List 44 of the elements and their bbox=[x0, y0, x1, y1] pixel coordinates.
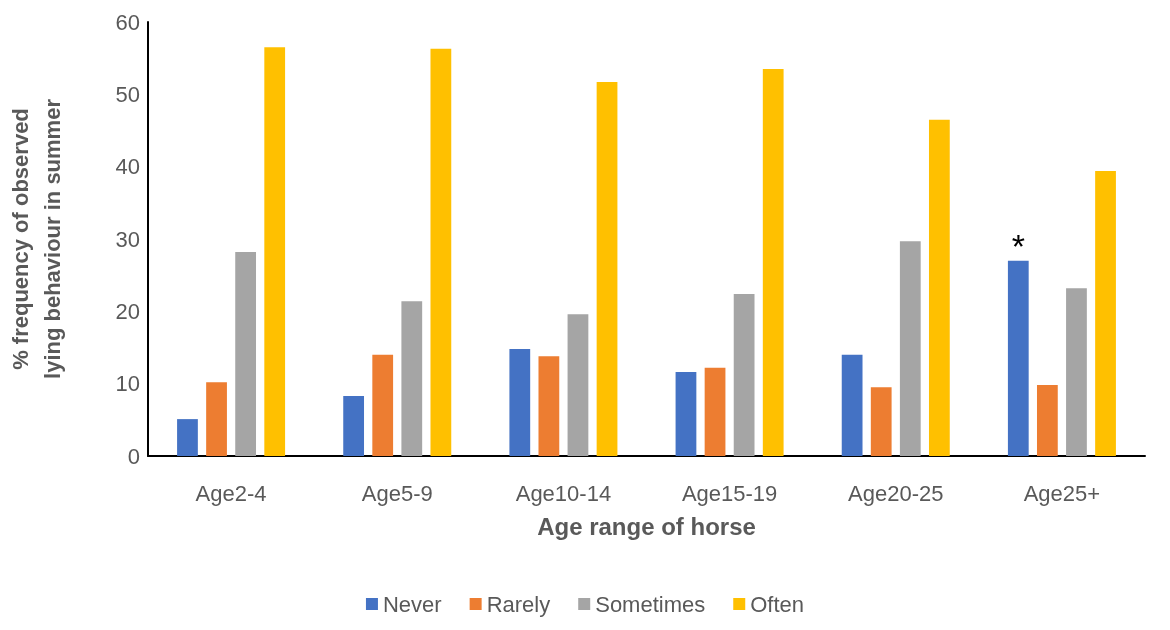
bar bbox=[928, 119, 950, 456]
y-tick-label: 0 bbox=[127, 443, 140, 469]
bar bbox=[177, 419, 198, 456]
bar bbox=[235, 252, 257, 456]
x-tick-label: Age10-14 bbox=[515, 480, 612, 506]
bar bbox=[870, 387, 892, 456]
legend-label: Never bbox=[382, 591, 442, 617]
bar bbox=[675, 372, 697, 456]
y-tick-label: 10 bbox=[115, 371, 140, 397]
y-axis-title: % frequency of observed lying behaviour in summer bbox=[7, 98, 65, 379]
y-tick-label: 50 bbox=[115, 81, 140, 107]
bar bbox=[538, 356, 560, 456]
legend-label: Often bbox=[750, 591, 805, 617]
x-tick-label: Age5-9 bbox=[361, 480, 433, 506]
bar bbox=[1066, 288, 1087, 456]
bar bbox=[704, 367, 726, 456]
bar bbox=[1036, 385, 1058, 456]
y-tick-label: 30 bbox=[115, 226, 140, 252]
bar bbox=[1007, 260, 1029, 456]
bar bbox=[762, 69, 784, 456]
bar bbox=[899, 241, 921, 456]
y-tick-label: 20 bbox=[115, 298, 140, 324]
bar bbox=[372, 354, 394, 456]
x-tick-label: Age15-19 bbox=[681, 480, 778, 506]
x-tick-label: Age25+ bbox=[1023, 480, 1101, 506]
bar bbox=[430, 48, 452, 456]
legend-label: Rarely bbox=[486, 591, 551, 617]
bar bbox=[841, 354, 863, 456]
bar bbox=[264, 47, 286, 456]
x-tick-label: Age20-25 bbox=[848, 480, 944, 506]
bar bbox=[343, 395, 365, 456]
bar bbox=[206, 382, 227, 456]
x-tick-label: Age2-4 bbox=[195, 480, 267, 506]
y-tick-label: 60 bbox=[115, 9, 140, 35]
y-tick-label: 40 bbox=[115, 154, 140, 180]
x-axis-title: Age range of horse bbox=[537, 512, 756, 540]
legend-label: Sometimes bbox=[595, 591, 706, 617]
bar bbox=[567, 314, 589, 456]
bar bbox=[596, 82, 618, 456]
bar bbox=[401, 301, 423, 456]
bar bbox=[733, 293, 755, 456]
annotation: * bbox=[1011, 226, 1025, 265]
bar bbox=[1095, 171, 1116, 456]
bar bbox=[509, 348, 531, 456]
